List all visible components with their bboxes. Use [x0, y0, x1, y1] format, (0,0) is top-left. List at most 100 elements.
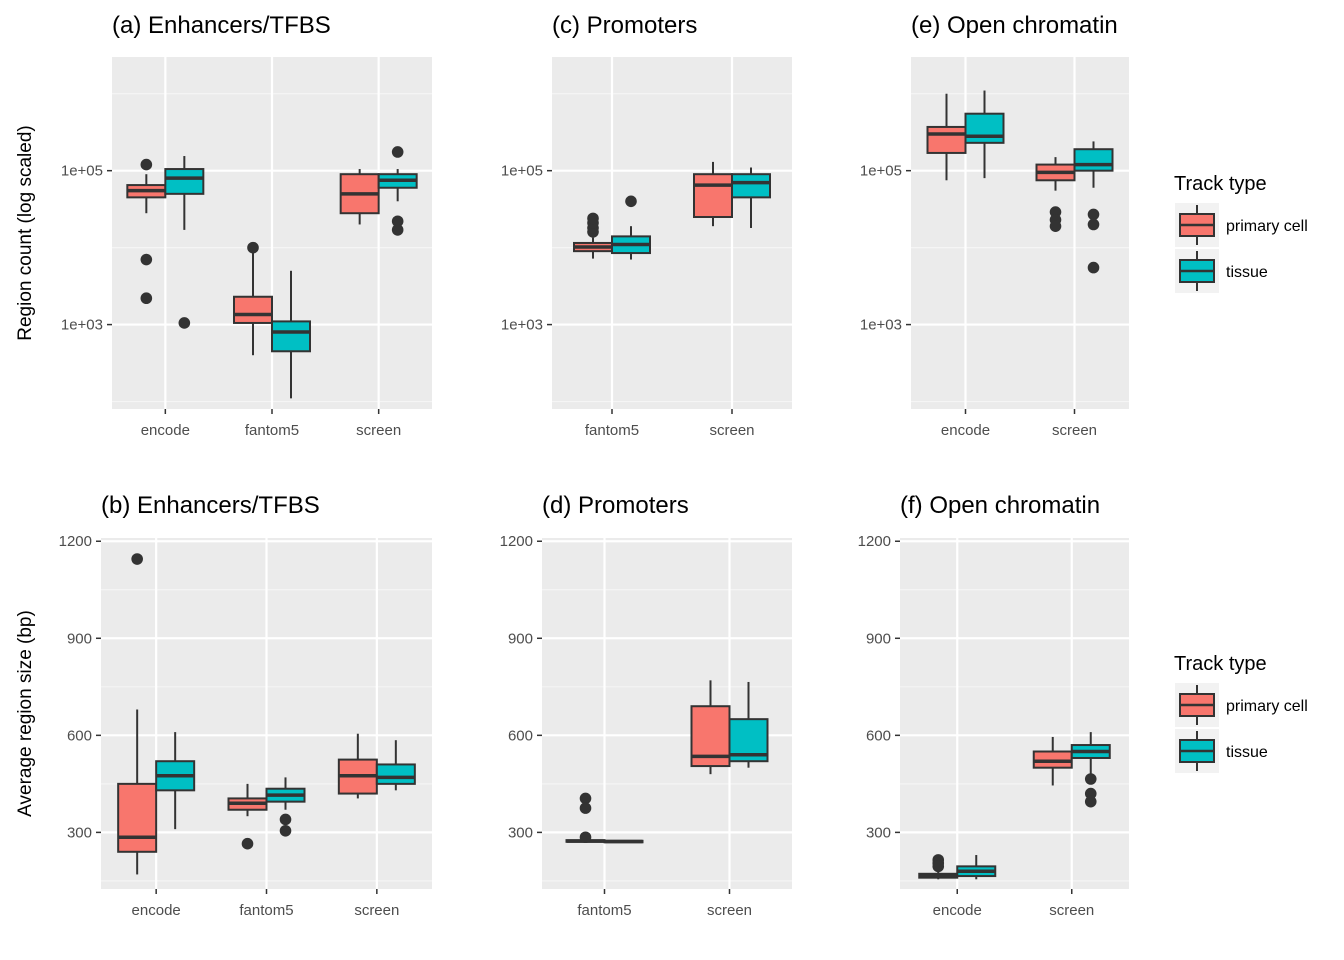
- panel-title: (c) Promoters: [552, 12, 697, 39]
- x-tick-label: encode: [132, 902, 181, 919]
- outlier-point: [932, 860, 945, 873]
- legend-key-tissue: [1175, 249, 1219, 293]
- box-encode-tissue: [164, 156, 205, 329]
- box-screen-tissue: [1070, 732, 1111, 808]
- box-screen-tissue: [728, 681, 769, 768]
- outlier-point: [579, 831, 592, 844]
- y-tick-label: 300: [866, 824, 891, 841]
- legend-label: primary cell: [1226, 698, 1308, 715]
- y-axis-label: Average region size (bp): [15, 610, 36, 817]
- outlier-point: [241, 837, 254, 850]
- panel-5: 300 600 900 1200 encode screen (f) Open chroma…: [858, 492, 1129, 919]
- y-tick-label: 900: [67, 630, 92, 647]
- outlier-point: [178, 317, 191, 329]
- box-body: [964, 112, 1005, 144]
- box-fantom5-tissue: [611, 195, 651, 260]
- outlier-point: [1084, 773, 1097, 785]
- y-tick-label: 1e+03: [501, 317, 543, 334]
- box-body: [926, 125, 967, 154]
- outlier-point: [140, 292, 153, 305]
- y-tick-label: 1e+05: [860, 163, 902, 180]
- y-tick-label: 1200: [500, 533, 533, 550]
- outlier-point: [391, 215, 404, 228]
- box-body: [164, 168, 205, 195]
- panel-title: (f) Open chromatin: [900, 492, 1100, 519]
- panel-0: 1e+03 1e+05 encode fantom5 screen (a) Enhance…: [15, 12, 432, 439]
- box-screen-tissue: [375, 740, 416, 791]
- panel-title: (a) Enhancers/TFBS: [112, 12, 331, 39]
- box-fantom5-tissue: [271, 270, 311, 399]
- legend-key-primary-cell: [1175, 683, 1219, 727]
- legend-0: Track type primary cell tissue: [1174, 173, 1308, 293]
- panel-background: [900, 538, 1129, 889]
- y-tick-label: 900: [866, 630, 891, 647]
- box-encode-tissue: [956, 855, 997, 880]
- x-tick-label: fantom5: [585, 422, 639, 439]
- panel-2: 1e+03 1e+05 encode screen (e) Open chromatin: [860, 12, 1129, 439]
- box-body: [233, 295, 273, 324]
- y-tick-label: 1200: [858, 533, 891, 550]
- outlier-point: [247, 241, 259, 254]
- y-tick-label: 300: [508, 824, 533, 841]
- box-fantom5-primary-cell: [565, 792, 606, 844]
- outlier-point: [391, 146, 404, 158]
- box-fantom5-tissue: [265, 777, 306, 837]
- box-screen-tissue: [731, 167, 771, 228]
- y-tick-label: 1200: [59, 533, 92, 550]
- outlier-point: [579, 802, 592, 814]
- outlier-point: [131, 553, 143, 565]
- outlier-point: [1084, 787, 1097, 800]
- box-fantom5-primary-cell: [233, 241, 273, 356]
- x-tick-label: fantom5: [577, 902, 631, 919]
- box-screen-primary-cell: [1035, 157, 1076, 232]
- panel-title: (e) Open chromatin: [911, 12, 1118, 39]
- outlier-point: [1049, 220, 1062, 232]
- outlier-point: [1087, 261, 1100, 274]
- panel-title: (b) Enhancers/TFBS: [101, 492, 320, 519]
- y-tick-label: 300: [67, 824, 92, 841]
- y-tick-label: 600: [67, 727, 92, 744]
- box-screen-tissue: [1073, 141, 1114, 274]
- x-tick-label: screen: [1052, 422, 1097, 439]
- y-tick-label: 1e+05: [61, 163, 103, 180]
- x-tick-label: fantom5: [239, 902, 293, 919]
- box-body: [1073, 148, 1114, 172]
- y-tick-label: 1e+05: [501, 163, 543, 180]
- legend-key-tissue: [1175, 729, 1219, 773]
- x-tick-label: encode: [941, 422, 990, 439]
- x-tick-label: screen: [707, 902, 752, 919]
- y-tick-label: 1e+03: [860, 317, 902, 334]
- legend-label: primary cell: [1226, 218, 1308, 235]
- y-axis-label: Region count (log scaled): [15, 125, 36, 340]
- box-encode-primary-cell: [126, 158, 167, 305]
- outlier-point: [1087, 218, 1100, 231]
- y-tick-label: 1e+03: [61, 317, 103, 334]
- box-encode-tissue: [964, 90, 1005, 179]
- outlier-point: [140, 253, 153, 266]
- y-tick-label: 900: [508, 630, 533, 647]
- panel-4: 300 600 900 1200 fantom5 screen (d) Promoters: [500, 492, 792, 919]
- panel-title: (d) Promoters: [542, 492, 689, 519]
- panel-3: 300 600 900 1200 encode fantom5 screen (b) Enha…: [15, 492, 432, 919]
- legend-key-primary-cell: [1175, 203, 1219, 247]
- x-tick-label: screen: [354, 902, 399, 919]
- x-tick-label: screen: [356, 422, 401, 439]
- box-encode-primary-cell: [117, 553, 158, 875]
- box-screen-primary-cell: [339, 169, 380, 225]
- outlier-point: [279, 824, 292, 837]
- legend-label: tissue: [1226, 264, 1268, 281]
- x-tick-label: encode: [141, 422, 190, 439]
- panel-background: [542, 538, 792, 889]
- y-tick-label: 600: [866, 727, 891, 744]
- box-body: [693, 173, 733, 219]
- x-tick-label: encode: [933, 902, 982, 919]
- outlier-point: [1084, 795, 1097, 808]
- legend-title: Track type: [1174, 653, 1267, 675]
- x-tick-label: screen: [709, 422, 754, 439]
- y-tick-label: 600: [508, 727, 533, 744]
- outlier-point: [1087, 208, 1100, 221]
- outlier-point: [279, 813, 292, 826]
- panel-1: 1e+03 1e+05 fantom5 screen (c) Promoters: [501, 12, 792, 439]
- outlier-point: [625, 195, 637, 208]
